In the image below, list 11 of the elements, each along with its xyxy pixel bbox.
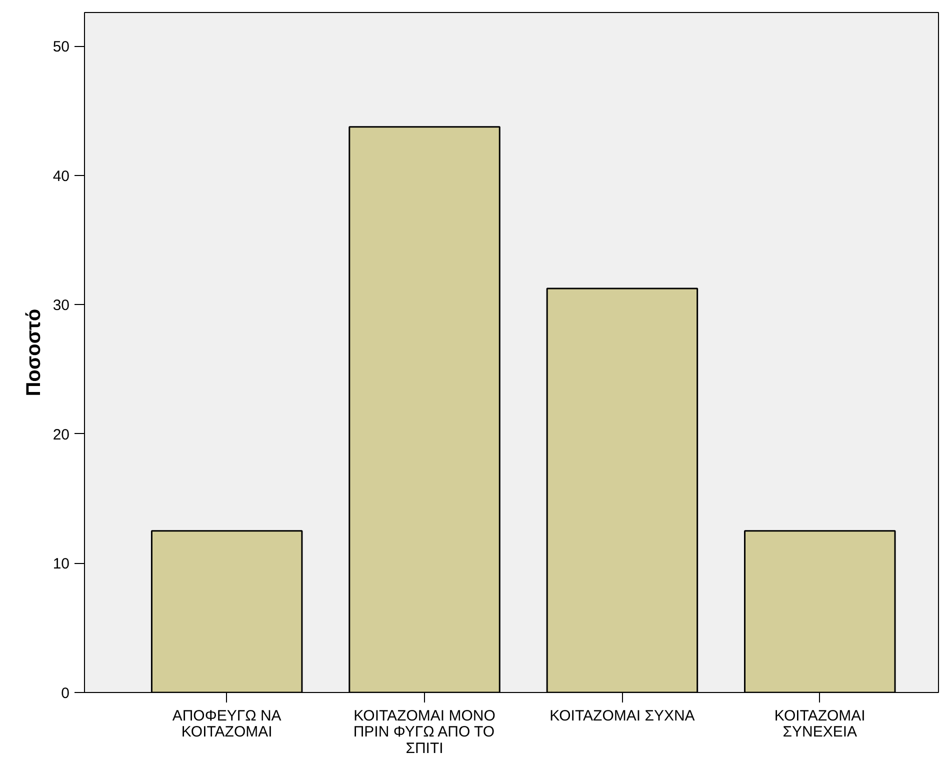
y-tick-label: 10 bbox=[52, 556, 70, 573]
x-tick-label: ΚΟΙΤΑΖΟΜΑΙ ΣΥΧΝΑ bbox=[550, 708, 695, 724]
x-tick-label: ΑΠΟΦΕΥΓΩ ΝΑ ΚΟΙΤΑΖΟΜΑΙ bbox=[172, 708, 282, 741]
y-tick-label: 20 bbox=[52, 426, 70, 444]
y-tick-label: 0 bbox=[61, 685, 70, 702]
y-axis-title: Ποσοστό bbox=[22, 308, 45, 396]
y-tick-label: 40 bbox=[52, 168, 70, 185]
x-tick-label: ΚΟΙΤΑΖΟΜΑΙ ΜΟΝΟ ΠΡΙΝ ΦΥΓΩ ΑΠΟ ΤΟ ΣΠΙΤΙ bbox=[353, 708, 496, 757]
x-tick-label: ΚΟΙΤΑΖΟΜΑΙ ΣΥΝΕΧΕΙΑ bbox=[774, 708, 866, 741]
y-tick-label: 30 bbox=[52, 297, 70, 314]
y-tick-label: 50 bbox=[52, 38, 70, 56]
